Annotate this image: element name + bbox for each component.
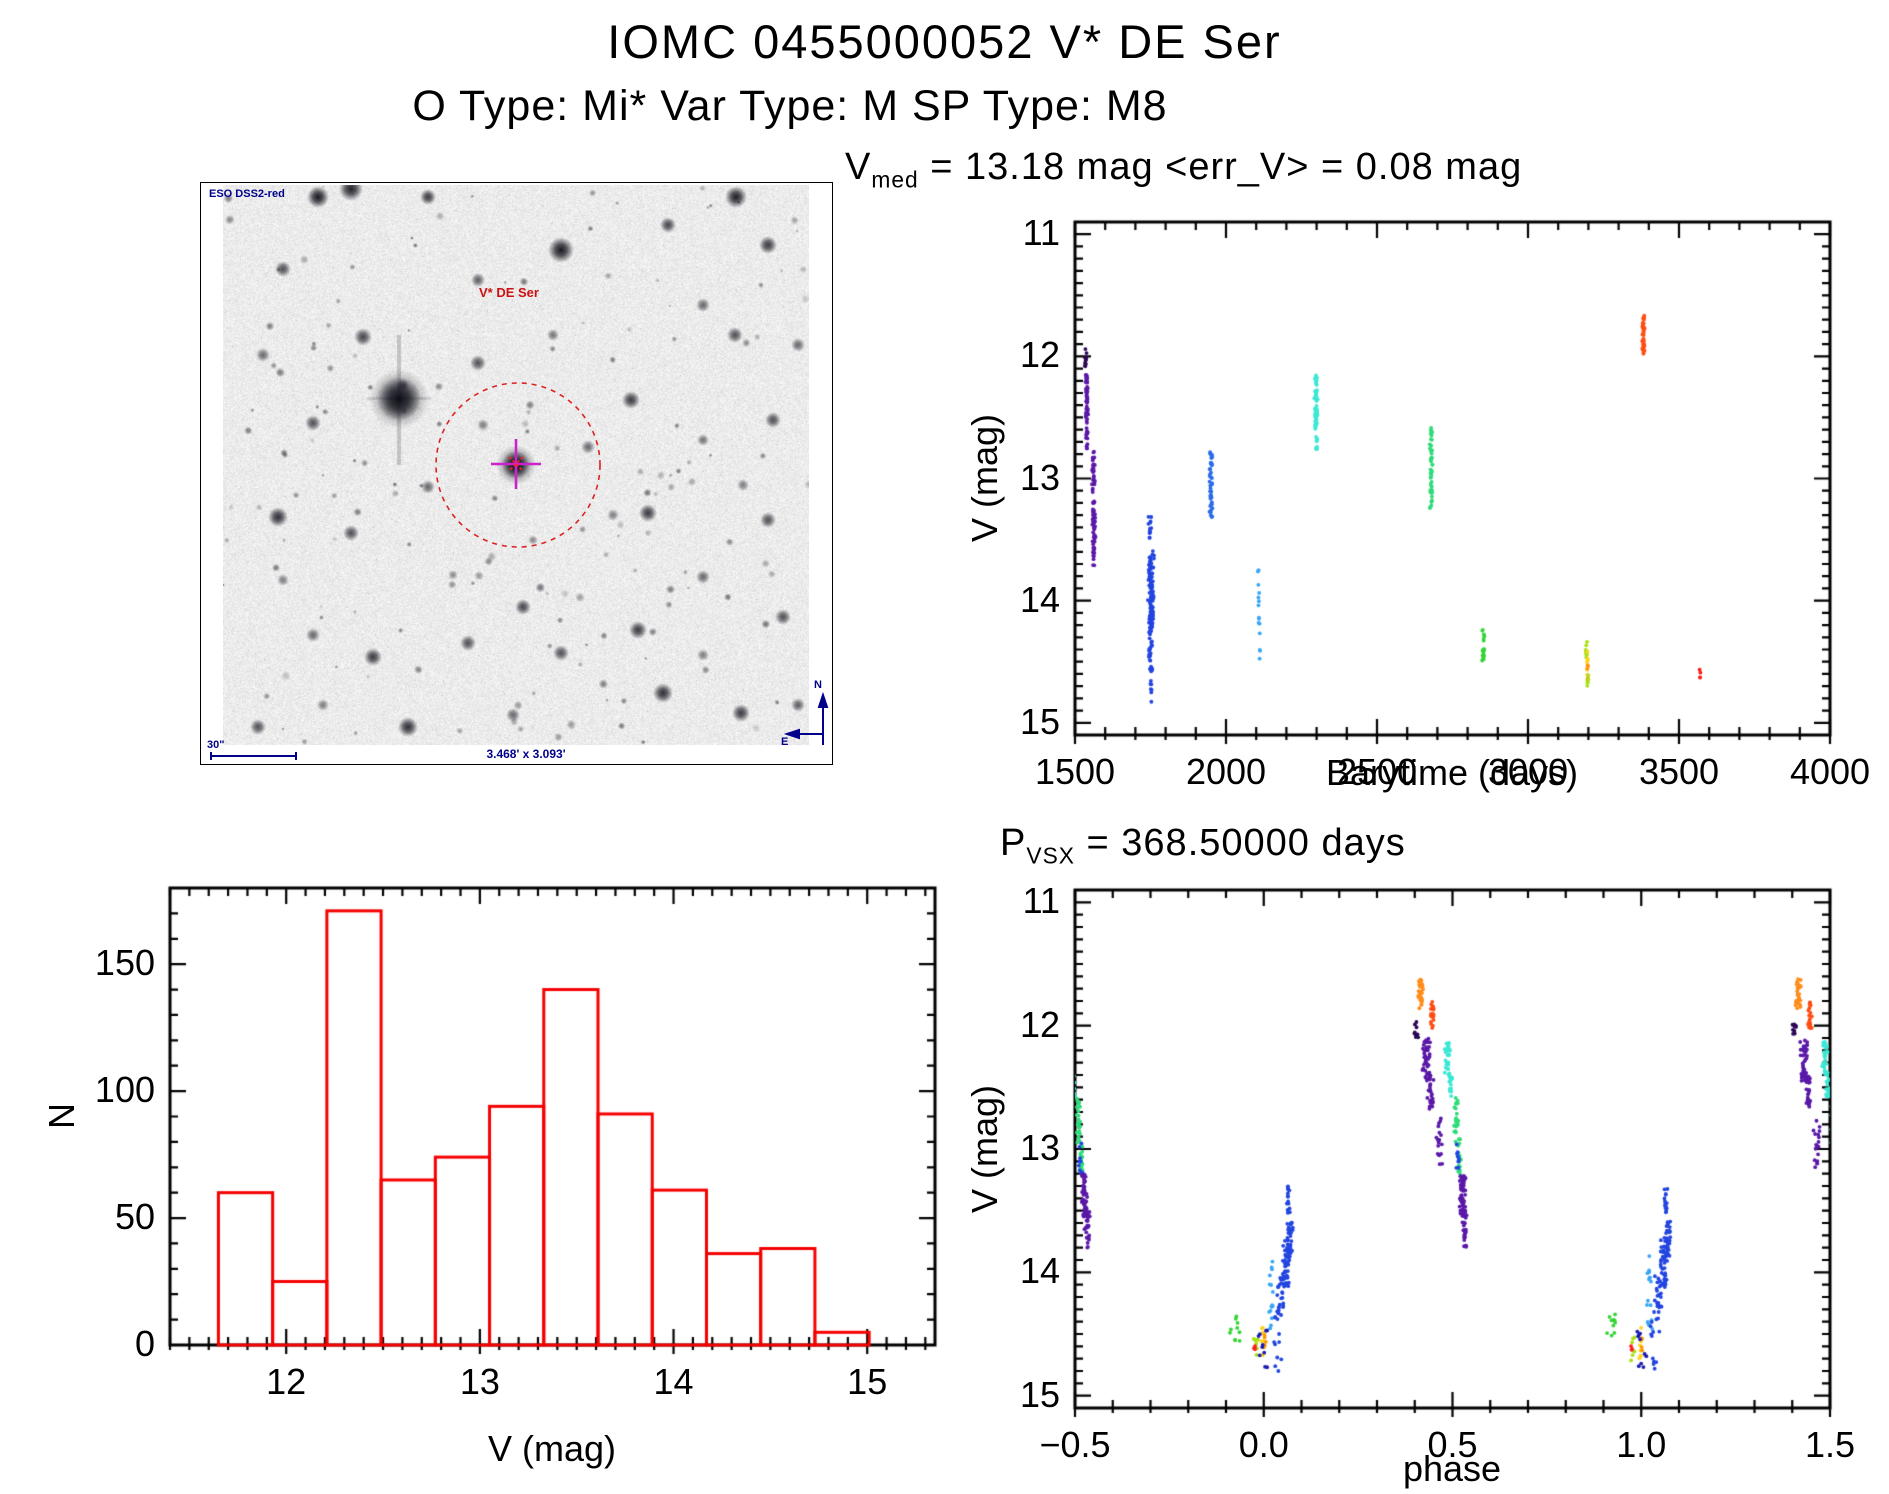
target-name-label: V* DE Ser: [479, 285, 539, 300]
barytime_lightcurve-x-tick-label: 1500: [1034, 751, 1116, 792]
target-crosshair: [491, 439, 541, 489]
phase-x-axis-label: phase: [1402, 1448, 1502, 1489]
finder-circle: [435, 382, 601, 548]
phase_folded_lightcurve-x-tick-label: 0.5: [1427, 1424, 1478, 1465]
phase_folded_lightcurve-x-tick-label: 1.5: [1804, 1424, 1856, 1465]
barytime_lightcurve-y-tick-label: 14: [1019, 578, 1060, 620]
histogram-x-axis-label: V (mag): [487, 1428, 617, 1469]
magnitude_histogram-y-tick-label: 50: [114, 1196, 155, 1238]
survey-name-label: ESO DSS2-red: [209, 188, 285, 200]
phase_folded_lightcurve-x-tick-label: 0.0: [1238, 1424, 1289, 1465]
barytime_lightcurve-x-tick-label: 4000: [1789, 751, 1871, 792]
phase_folded_lightcurve-y-tick-label: 13: [1019, 1127, 1060, 1168]
barytime_lightcurve-y-tick-label: 13: [1019, 456, 1060, 498]
scale-bar: [210, 752, 297, 760]
page-subtitle: O Type: Mi* Var Type: M SP Type: M8: [412, 82, 1168, 130]
target-center-x-icon: [508, 456, 524, 472]
sky-finder-panel: ESO DSS2-red V* DE Ser 30" 3.468' x 3.09…: [200, 182, 833, 765]
magnitude_histogram-x-tick-label: 15: [847, 1361, 888, 1402]
fov-dimensions-label: 3.468' x 3.093': [486, 747, 566, 761]
barytime_lightcurve-x-tick-label: 3000: [1487, 751, 1569, 792]
compass-icon: [783, 691, 829, 745]
phase-plot-title: PVSX = 368.50000 days: [1000, 822, 1406, 869]
page-title: IOMC 0455000052 V* DE Ser: [607, 15, 1282, 68]
magnitude_histogram-y-tick-label: 100: [94, 1069, 155, 1111]
phase_folded_lightcurve-x-tick-label: −0.5: [1039, 1424, 1111, 1465]
barytime_lightcurve-y-tick-label: 12: [1019, 334, 1060, 376]
barytime_lightcurve-y-tick-label: 15: [1019, 700, 1060, 742]
barytime_lightcurve-x-tick-label: 2500: [1336, 751, 1418, 792]
magnitude_histogram-x-tick-label: 13: [459, 1361, 500, 1402]
barytime_lightcurve-y-tick-label: 11: [1022, 212, 1060, 254]
magnitude_histogram-y-tick-label: 0: [134, 1323, 155, 1364]
phase_folded_lightcurve-y-tick-label: 12: [1019, 1003, 1060, 1045]
phase_folded_lightcurve-x-tick-label: 1.0: [1616, 1424, 1667, 1465]
barytime-plot-title: Vmed = 13.18 mag <err_V> = 0.08 mag: [845, 146, 1523, 193]
magnitude_histogram-x-tick-label: 14: [653, 1361, 694, 1402]
scale-bar-label: 30": [207, 739, 225, 751]
barytime-x-axis-label: Barytime (days): [1325, 752, 1579, 793]
magnitude_histogram-x-tick-label: 12: [266, 1361, 307, 1402]
sky-overlay: [210, 382, 829, 760]
phase_folded_lightcurve-y-tick-label: 11: [1022, 880, 1060, 922]
compass-east-label: E: [781, 736, 789, 748]
phase_folded_lightcurve-y-tick-label: 14: [1019, 1250, 1060, 1292]
barytime_lightcurve-x-tick-label: 2000: [1185, 751, 1267, 792]
magnitude_histogram-y-tick-label: 150: [94, 942, 155, 984]
barytime_lightcurve-x-tick-label: 3500: [1638, 751, 1720, 792]
phase_folded_lightcurve-y-tick-label: 15: [1019, 1373, 1060, 1415]
compass-north-label: N: [814, 679, 822, 691]
